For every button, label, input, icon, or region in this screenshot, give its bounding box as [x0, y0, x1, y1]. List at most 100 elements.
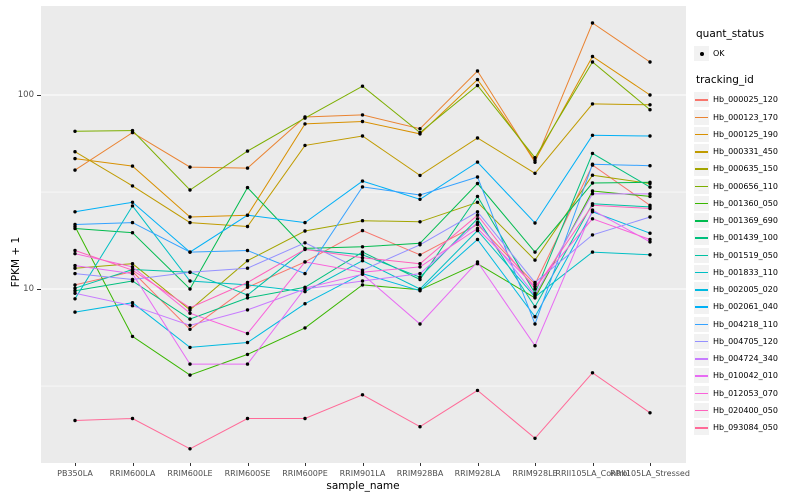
series-line-icon [695, 133, 708, 136]
data-point [533, 287, 537, 291]
legend-tracking-id-title: tracking_id [696, 74, 754, 87]
data-point [188, 327, 192, 331]
data-point [130, 416, 135, 421]
data-point [303, 271, 307, 276]
data-point [245, 266, 250, 270]
data-point [590, 203, 595, 207]
data-point [245, 259, 250, 263]
legend-quant-status-title: quant_status [696, 28, 765, 40]
x-tick-mark [592, 463, 594, 466]
x-tick-mark [190, 463, 191, 466]
series-line-icon [695, 202, 708, 205]
data-point [73, 283, 77, 287]
data-point [130, 231, 135, 235]
data-point [188, 345, 192, 350]
x-tick-label: RRIM600LE [167, 469, 213, 478]
data-point [475, 237, 480, 242]
data-point [360, 113, 365, 117]
data-point [73, 252, 77, 256]
series-line-icon [695, 220, 708, 222]
data-point [245, 293, 250, 297]
legend-item-label: Hb_093084_050 [713, 423, 778, 433]
legend-item-Hb_001369_690: Hb_001369_690 [694, 212, 798, 229]
series-color-key [694, 247, 709, 263]
data-point [73, 168, 77, 172]
data-point [590, 102, 595, 106]
data-point [418, 271, 422, 276]
x-tick-label: RRIM928BA [396, 469, 444, 478]
data-point [648, 194, 652, 199]
legend-item-Hb_000123_170: Hb_000123_170 [694, 109, 798, 126]
data-point [533, 171, 537, 175]
legend-item-label: Hb_002005_020 [713, 285, 778, 295]
data-point [648, 253, 652, 257]
data-point [418, 262, 422, 266]
series-color-key [694, 195, 709, 211]
data-point [245, 280, 250, 285]
data-point [418, 322, 422, 326]
series-color-key [694, 299, 709, 315]
series-color-key [694, 178, 709, 194]
data-point [303, 229, 307, 233]
series-color-key [694, 368, 709, 384]
data-point [590, 250, 595, 254]
data-point [360, 279, 365, 283]
data-point [303, 302, 307, 306]
data-point [245, 224, 250, 229]
data-point [590, 189, 595, 193]
series-line-icon [695, 409, 708, 412]
legend-item-Hb_004705_120: Hb_004705_120 [694, 333, 798, 350]
data-point [303, 289, 307, 294]
series-line-icon [695, 323, 708, 326]
data-point [418, 130, 422, 135]
series-line-icon [695, 116, 708, 119]
data-point [418, 127, 422, 131]
data-point [360, 283, 365, 287]
data-point [245, 248, 250, 253]
legend-item-label: Hb_000025_120 [713, 95, 778, 105]
data-point [245, 185, 250, 190]
data-point [475, 217, 480, 221]
data-point [533, 344, 537, 348]
legend-item-Hb_004724_340: Hb_004724_340 [694, 350, 798, 367]
legend-item-Hb_004218_110: Hb_004218_110 [694, 316, 798, 333]
x-tick-label: RRII105LA_Control [555, 469, 630, 478]
legend-item-label: Hb_000635_150 [713, 164, 778, 174]
x-tick-label: RRII105LA_Stressed [610, 469, 690, 478]
data-point [188, 362, 192, 366]
y-tick-mark [37, 289, 41, 290]
series-color-key [694, 126, 709, 142]
legend-item-Hb_000025_120: Hb_000025_120 [694, 91, 798, 108]
legend-item-Hb_010042_010: Hb_010042_010 [694, 367, 798, 384]
data-point [130, 204, 135, 208]
x-tick-label: RRIM928LA [454, 469, 501, 478]
series-color-key [694, 420, 709, 436]
data-point [360, 245, 365, 249]
data-point [130, 200, 135, 204]
series-color-key [694, 402, 709, 418]
x-tick-mark [75, 463, 76, 466]
data-point [73, 289, 77, 293]
data-point [130, 334, 135, 339]
data-point [533, 293, 537, 297]
legend-item-Hb_001833_110: Hb_001833_110 [694, 264, 798, 281]
legend-item-Hb_000125_190: Hb_000125_190 [694, 126, 798, 143]
data-point [245, 166, 250, 170]
x-tick-label: RRIM600SE [224, 469, 271, 478]
data-point [188, 165, 192, 169]
series-color-key [694, 161, 709, 177]
data-point [648, 60, 652, 64]
data-point [360, 185, 365, 189]
data-point [245, 285, 250, 289]
data-point [303, 416, 307, 421]
legend-item-label: Hb_001360_050 [713, 198, 778, 208]
data-point [648, 192, 652, 196]
series-color-key [694, 351, 709, 367]
data-point [648, 215, 652, 219]
series-line-icon [695, 99, 708, 101]
legend-item-Hb_012053_070: Hb_012053_070 [694, 385, 798, 402]
series-line-icon [695, 254, 708, 257]
data-point [590, 217, 595, 221]
data-point [245, 416, 250, 421]
legend-item-label: Hb_001833_110 [713, 267, 778, 277]
